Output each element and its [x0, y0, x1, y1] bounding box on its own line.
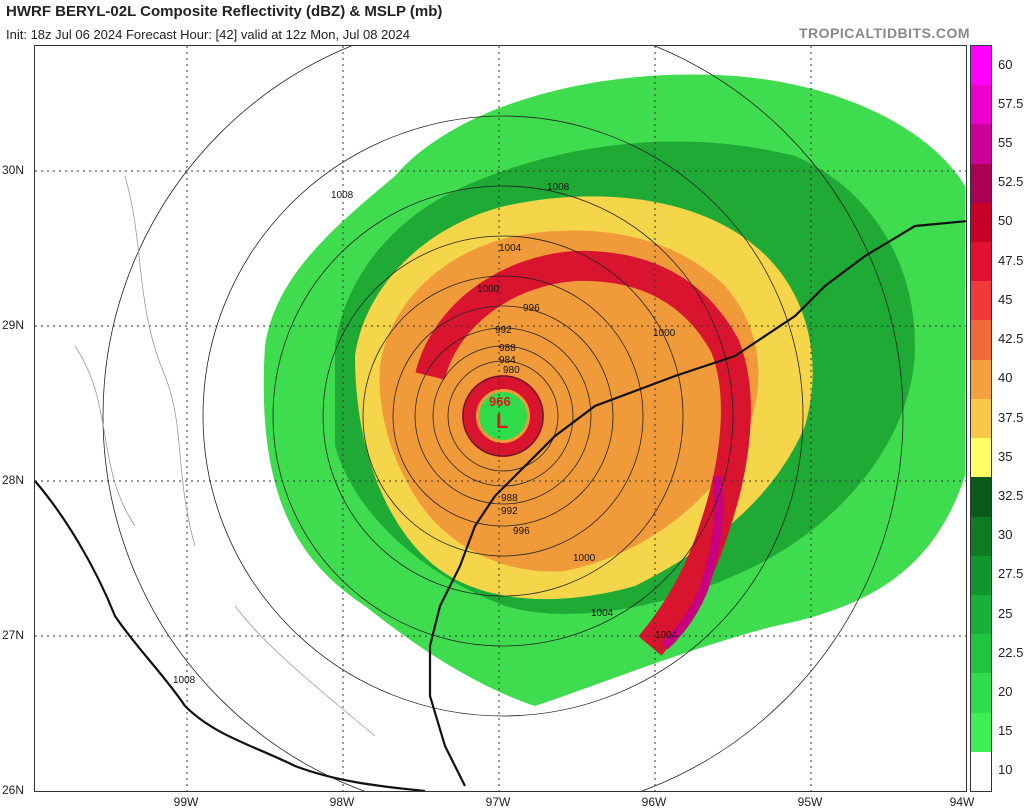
isobar-label: 1008	[547, 182, 570, 193]
colorbar-swatch	[971, 516, 991, 557]
isobar-label: 1004	[499, 243, 522, 254]
colorbar-swatch	[971, 634, 991, 674]
isobar-label: 1000	[653, 328, 676, 339]
colorbar-label: 10	[998, 762, 1013, 778]
isobar-label: 984	[499, 355, 516, 366]
colorbar-label: 37.5	[998, 409, 1024, 425]
isobar-label: 988	[499, 343, 516, 354]
colorbar-swatch	[971, 438, 991, 478]
colorbar-label: 45	[998, 291, 1013, 307]
lat-label: 30N	[2, 163, 25, 177]
isobar-label: 992	[495, 325, 512, 336]
colorbar-swatch	[971, 359, 991, 400]
colorbar-swatch	[971, 85, 991, 125]
colorbar-swatch	[971, 398, 991, 439]
colorbar-label: 35	[998, 448, 1013, 464]
colorbar-swatch	[971, 594, 991, 635]
colorbar-label: 30	[998, 527, 1013, 543]
colorbar-label: 20	[998, 683, 1013, 699]
lat-label: 27N	[2, 628, 25, 642]
eye	[479, 392, 527, 440]
colorbar-swatch	[971, 163, 991, 204]
colorbar-label: 55	[998, 135, 1013, 151]
colorbar-label: 27.5	[998, 566, 1024, 582]
forecast-info: Init: 18z Jul 06 2024 Forecast Hour: [42…	[6, 27, 410, 42]
isobar-label: 996	[513, 526, 530, 537]
isobar-label: 1000	[573, 553, 596, 564]
graticule	[35, 46, 966, 791]
central-pressure: 966	[489, 394, 511, 409]
lon-label: 99W	[173, 795, 199, 809]
border-line	[35, 480, 426, 791]
lat-label: 26N	[2, 783, 25, 797]
map-canvas: 1008 1008 1004 1000 996 992 988 984 980 …	[35, 46, 966, 791]
colorbar-swatch	[971, 751, 991, 792]
precip-red-band	[415, 250, 751, 656]
isobar-label: 980	[503, 365, 520, 376]
isobar-label: 988	[501, 493, 518, 504]
site-credit[interactable]: TROPICALTIDBITS.COM	[798, 25, 970, 41]
colorbar-swatch	[971, 320, 991, 361]
colorbar-label: 40	[998, 370, 1013, 386]
colorbar-label: 57.5	[998, 95, 1024, 111]
isobar-label: 1004	[591, 608, 614, 619]
colorbar-swatch	[971, 712, 991, 753]
lon-label: 96W	[641, 795, 667, 809]
lon-label: 95W	[797, 795, 823, 809]
colorbar-swatch	[971, 242, 991, 282]
isobar-label: 1004	[655, 630, 678, 641]
colorbar-label: 50	[998, 213, 1013, 229]
coastline	[428, 220, 966, 787]
lat-label: 28N	[2, 473, 25, 487]
colorbar	[970, 45, 992, 792]
isobar-label: 996	[523, 303, 540, 314]
colorbar-swatch	[971, 673, 991, 714]
colorbar-label: 60	[998, 56, 1013, 72]
lon-label: 97W	[485, 795, 511, 809]
reflectivity-map: 1008 1008 1004 1000 996 992 988 984 980 …	[34, 45, 967, 792]
isobars	[102, 46, 904, 791]
precip-magenta-band	[661, 475, 724, 650]
colorbar-label: 52.5	[998, 174, 1024, 190]
colorbar-label: 42.5	[998, 331, 1024, 347]
colorbar-swatch	[971, 281, 991, 321]
colorbar-swatch	[971, 555, 991, 596]
isobar-label: 1000	[477, 284, 500, 295]
chart-title: HWRF BERYL-02L Composite Reflectivity (d…	[6, 3, 443, 20]
lat-label: 29N	[2, 318, 25, 332]
low-center-marker: L	[496, 411, 508, 433]
colorbar-label: 15	[998, 723, 1013, 739]
colorbar-label: 47.5	[998, 252, 1024, 268]
eyewall	[462, 375, 544, 457]
colorbar-label: 32.5	[998, 487, 1024, 503]
colorbar-label: 22.5	[998, 644, 1024, 660]
colorbar-label: 25	[998, 605, 1013, 621]
colorbar-swatch	[971, 46, 991, 86]
colorbar-swatch	[971, 202, 991, 243]
isobar-label: 1008	[331, 190, 354, 201]
lon-label: 94W	[949, 795, 975, 809]
colorbar-swatch	[971, 124, 991, 165]
isobar-label: 1008	[173, 675, 196, 686]
lon-label: 98W	[329, 795, 355, 809]
colorbar-swatch	[971, 477, 991, 518]
county-lines	[74, 175, 376, 737]
isobar-label: 992	[501, 506, 518, 517]
